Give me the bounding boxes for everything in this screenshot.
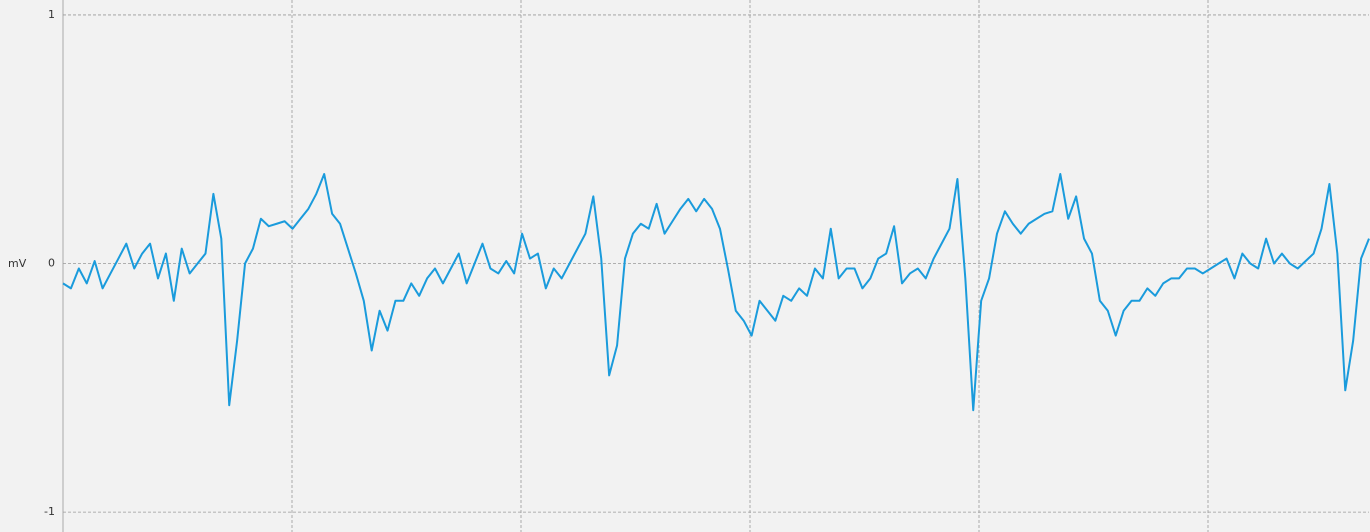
y-tick-label: 1 bbox=[48, 8, 55, 21]
y-axis-label: mV bbox=[8, 257, 27, 270]
data-line bbox=[62, 173, 1370, 412]
y-tick-label: -1 bbox=[44, 505, 55, 518]
y-tick-label: 0 bbox=[48, 257, 55, 270]
